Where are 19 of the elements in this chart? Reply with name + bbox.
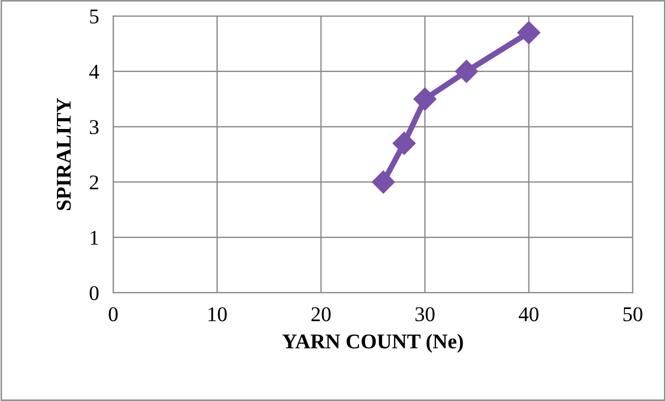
point xyxy=(454,60,478,83)
point xyxy=(372,170,395,194)
x-axis-title: YARN COUNT (Ne) xyxy=(282,334,463,353)
x-tick-label: 0 xyxy=(108,307,118,322)
x-tick-label: 30 xyxy=(415,307,435,322)
x-tick-label: 50 xyxy=(623,307,642,322)
x-tick-label: 10 xyxy=(208,307,227,322)
point xyxy=(392,132,416,155)
y-axis-title: SPIRALITY xyxy=(56,98,71,210)
y-tick-label: 2 xyxy=(90,175,98,190)
point xyxy=(517,21,540,44)
y-tick-label: 3 xyxy=(90,120,99,134)
y-tick-label: 5 xyxy=(90,10,99,24)
point xyxy=(413,88,436,111)
x-tick-label: 40 xyxy=(518,307,538,322)
y-tick-label: 0 xyxy=(90,286,99,300)
y-tick-label: 4 xyxy=(89,64,100,79)
x-tick-label: 20 xyxy=(312,307,331,322)
y-tick-label: 1 xyxy=(90,230,98,245)
